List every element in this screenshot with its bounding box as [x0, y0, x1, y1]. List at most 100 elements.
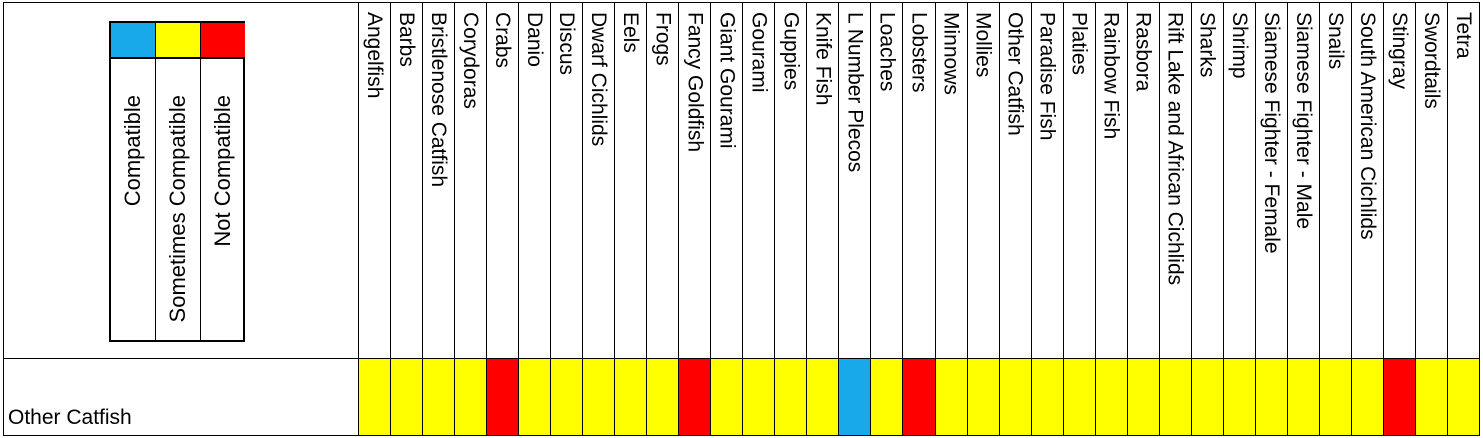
- column-header: Knife Fish: [806, 2, 838, 358]
- column-header: Minnows: [935, 2, 967, 358]
- column-header-label: Rift Lake and African Cichlids: [1163, 12, 1187, 286]
- column-header-label: Fancy Goldfish: [683, 12, 707, 153]
- compatibility-cell: [934, 358, 967, 435]
- compatibility-cell: [966, 358, 999, 435]
- grid-line: [390, 2, 391, 436]
- column-header: Dwarf Cichlids: [582, 2, 614, 358]
- grid-line: [518, 2, 519, 436]
- column-header-label: Siamese Fighter - Female: [1259, 12, 1283, 254]
- grid-line: [3, 2, 1479, 3]
- column-header: Discus: [550, 2, 582, 358]
- column-header: Angelfish: [358, 2, 390, 358]
- grid-line: [1287, 2, 1288, 436]
- grid-line: [358, 2, 359, 436]
- column-header-label: Barbs: [395, 12, 419, 67]
- column-header-label: Angelfish: [363, 12, 386, 99]
- column-header: Corydoras: [454, 2, 486, 358]
- compatibility-cell: [358, 358, 391, 435]
- legend-divider: [200, 23, 201, 340]
- grid-line: [1415, 2, 1416, 436]
- grid-line: [902, 2, 903, 436]
- column-header: Giant Gourami: [710, 2, 742, 358]
- grid-line: [454, 2, 455, 436]
- grid-line: [806, 2, 807, 436]
- compatibility-cell: [806, 358, 839, 435]
- compatibility-cell: [1190, 358, 1223, 435]
- grid-line: [935, 2, 936, 436]
- column-header: L Number Plecos: [838, 2, 870, 358]
- column-header: Guppies: [774, 2, 806, 358]
- column-header: Stingray: [1383, 2, 1415, 358]
- column-header-label: Other Catfish: [1003, 12, 1027, 136]
- column-header-label: Rainbow Fish: [1099, 12, 1123, 140]
- column-header-label: Knife Fish: [811, 12, 835, 106]
- column-header-label: Gourami: [747, 12, 771, 93]
- column-header-label: Lobsters: [907, 12, 931, 93]
- legend-compatible: Compatible: [111, 57, 155, 340]
- legend-sometimes: Sometimes Compatible: [156, 57, 200, 340]
- compatibility-cell: [742, 358, 775, 435]
- column-header: Eels: [614, 2, 646, 358]
- column-header-label: Shrimp: [1227, 12, 1251, 79]
- compatibility-cell: [774, 358, 807, 435]
- column-header-label: Snails: [1323, 12, 1347, 70]
- column-header: Shrimp: [1223, 2, 1255, 358]
- compatibility-cell: [870, 358, 903, 435]
- column-header-label: L Number Plecos: [843, 12, 867, 173]
- compatibility-cell: [1222, 358, 1255, 435]
- compatibility-cell: [550, 358, 583, 435]
- column-header-label: Paradise Fish: [1035, 12, 1059, 141]
- column-header-label: Sharks: [1195, 12, 1219, 78]
- column-header: Siamese Fighter - Male: [1287, 2, 1319, 358]
- column-header-label: Mollies: [971, 12, 995, 78]
- compatibility-cell: [710, 358, 743, 435]
- column-header: Bristlenose Catfish: [422, 2, 454, 358]
- compatibility-cell: [1158, 358, 1191, 435]
- compatibility-cell: [1382, 358, 1415, 435]
- compatibility-cell: [646, 358, 679, 435]
- column-header: Snails: [1319, 2, 1351, 358]
- grid-line: [710, 2, 711, 436]
- column-header: Frogs: [646, 2, 678, 358]
- column-header: Mollies: [967, 2, 999, 358]
- grid-line: [486, 2, 487, 436]
- grid-line: [1063, 2, 1064, 436]
- legend-not-label: Not Compatible: [210, 95, 235, 247]
- grid-line: [678, 2, 679, 436]
- compatibility-cell: [1350, 358, 1383, 435]
- column-header: Rasbora: [1127, 2, 1159, 358]
- row-label: Other Catfish: [8, 406, 132, 429]
- grid-line: [1351, 2, 1352, 436]
- compatibility-cell: [422, 358, 455, 435]
- legend-divider: [155, 23, 156, 340]
- compatibility-cell: [1446, 358, 1479, 435]
- grid-line: [967, 2, 968, 436]
- column-header: Lobsters: [902, 2, 934, 358]
- column-header: Other Catfish: [999, 2, 1031, 358]
- compatibility-cell: [1254, 358, 1287, 435]
- compatibility-cell: [486, 358, 519, 435]
- grid-line: [3, 2, 4, 436]
- column-header-label: Minnows: [939, 12, 963, 95]
- compatibility-cell: [390, 358, 423, 435]
- grid-line: [1479, 2, 1480, 436]
- column-header-label: Crabs: [491, 12, 515, 69]
- column-header: South American Cichlids: [1351, 2, 1383, 358]
- column-header: Barbs: [390, 2, 422, 358]
- legend-sometimes-label: Sometimes Compatible: [165, 95, 190, 323]
- grid-line: [1255, 2, 1256, 436]
- grid-line: [1223, 2, 1224, 436]
- compatibility-cell: [902, 358, 935, 435]
- compatibility-cell: [518, 358, 551, 435]
- column-header-label: Guppies: [779, 12, 803, 91]
- compatibility-cell: [1094, 358, 1127, 435]
- column-header-label: Swordtails: [1419, 12, 1443, 109]
- column-header-label: Dwarf Cichlids: [587, 12, 611, 147]
- column-header-label: Stingray: [1387, 12, 1411, 90]
- legend-not: Not Compatible: [201, 57, 245, 340]
- column-header: Swordtails: [1415, 2, 1447, 358]
- grid-line: [1127, 2, 1128, 436]
- compatibility-cell: [1030, 358, 1063, 435]
- grid-line: [614, 2, 615, 436]
- column-header-label: Tetra: [1451, 12, 1475, 59]
